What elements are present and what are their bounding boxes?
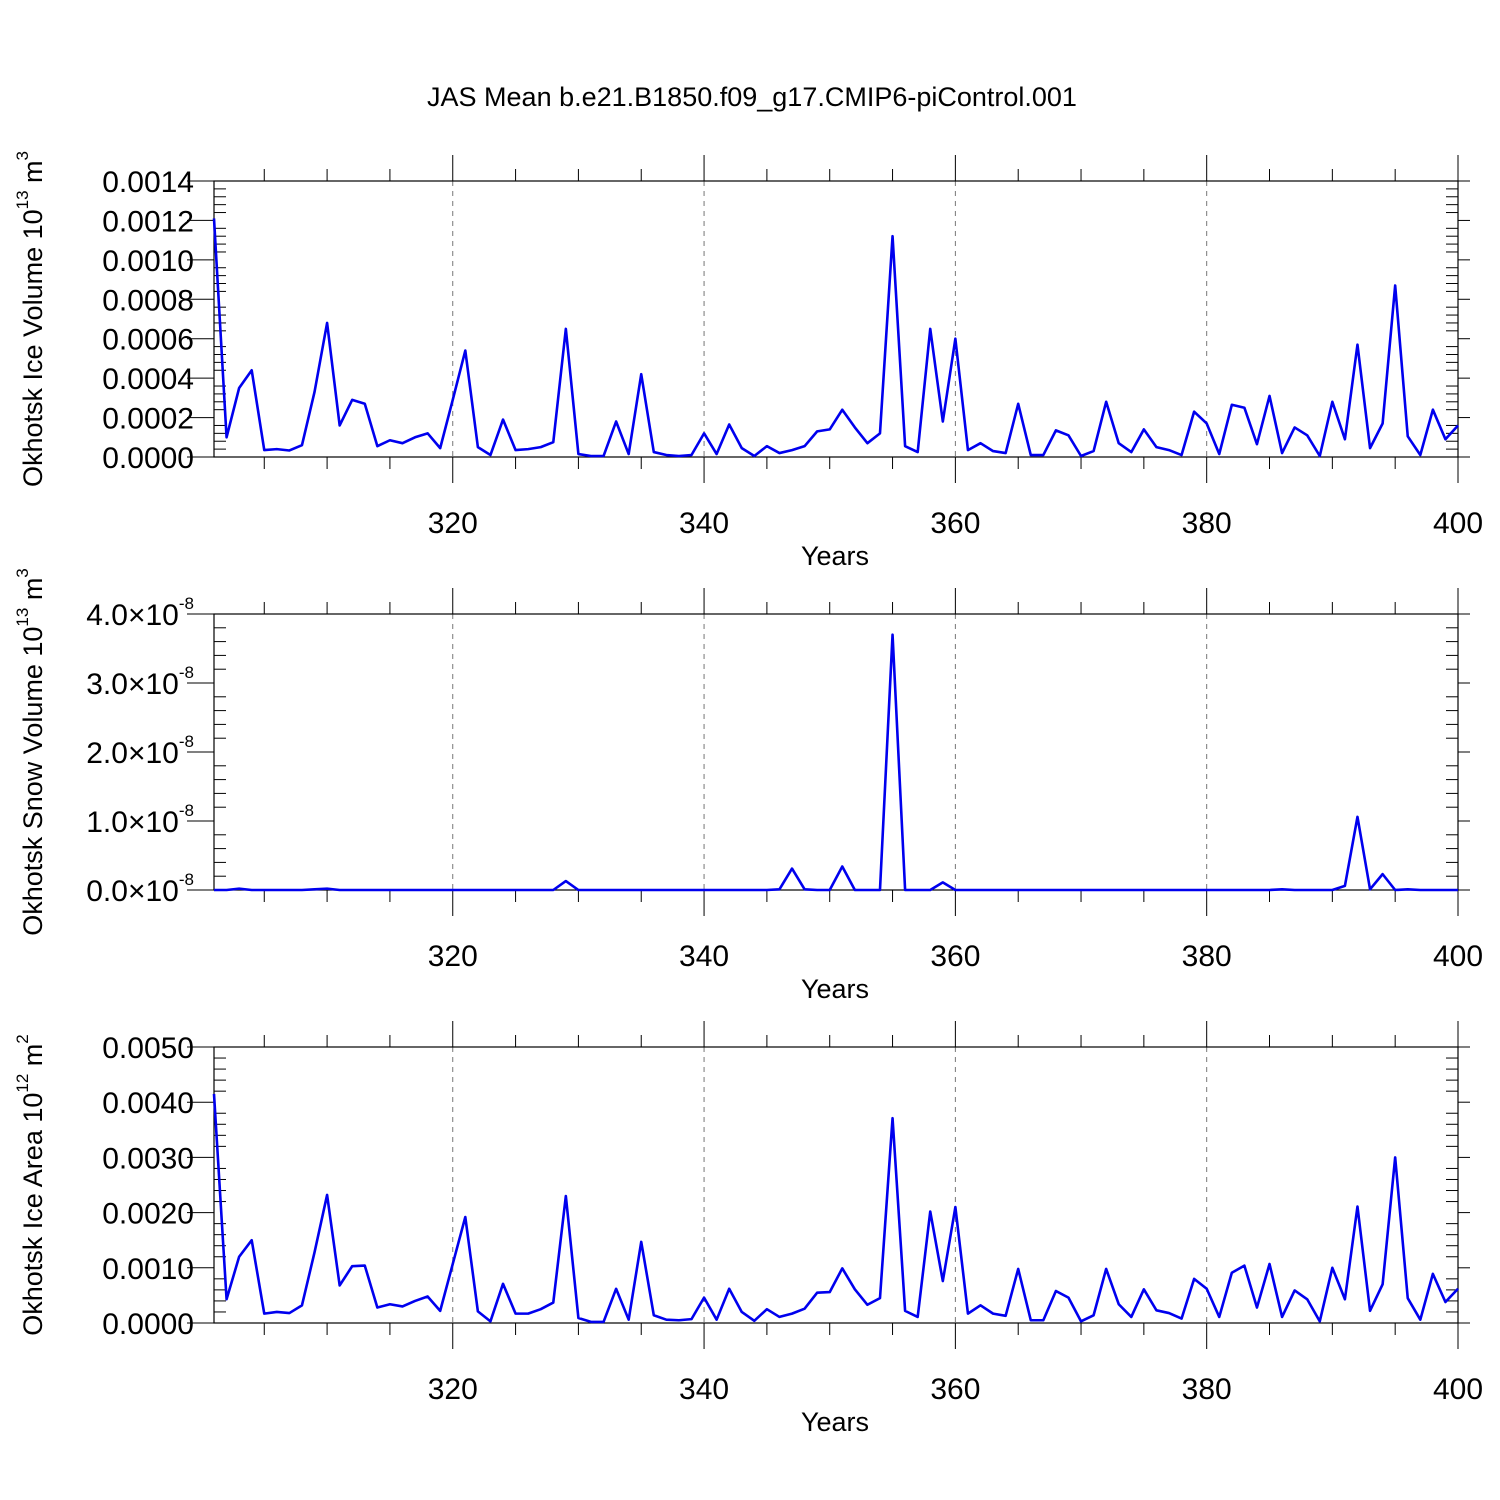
y-tick-base: 10 xyxy=(146,599,179,632)
x-tick-label: 400 xyxy=(1433,1373,1483,1406)
x-tick-label: 360 xyxy=(930,940,980,973)
y-tick-exponent: -8 xyxy=(179,870,194,889)
y-tick-exponent: -8 xyxy=(179,732,194,751)
y-tick-mantissa: 0.0 xyxy=(86,875,128,908)
panel-2: 0.0×10-81.0×10-82.0×10-83.0×10-84.0×10-8… xyxy=(13,568,1483,1004)
x-tick-label: 340 xyxy=(679,507,729,540)
x-axis-label: Years xyxy=(801,541,869,571)
y-tick-mantissa: 2.0 xyxy=(86,737,128,770)
y-tick-exponent: -8 xyxy=(179,663,194,682)
y-tick-times: × xyxy=(128,668,146,701)
plot-frame xyxy=(213,180,1459,458)
y-tick-label: 4.0×10-8 xyxy=(86,594,194,632)
x-tick-label: 360 xyxy=(930,1373,980,1406)
y-tick-times: × xyxy=(128,737,146,770)
y-tick-label: 0.0012 xyxy=(102,205,194,238)
y-tick-label: 0.0010 xyxy=(102,1253,194,1286)
y-label-exponent: 13 xyxy=(13,190,32,209)
y-label-unit-exponent: 2 xyxy=(13,1034,32,1043)
x-tick-label: 380 xyxy=(1182,940,1232,973)
y-label-unit-exponent: 3 xyxy=(13,151,32,160)
y-tick-exponent: -8 xyxy=(179,594,194,613)
plot-frame xyxy=(213,1046,1459,1324)
panel-3: 0.0000 0.0010 0.0020 0.0030 0.0040 0.0050 320 3… xyxy=(13,1021,1483,1437)
plot-frame xyxy=(213,613,1459,891)
x-axis-label: Years xyxy=(801,1407,869,1437)
x-tick-label: 320 xyxy=(428,507,478,540)
y-label-text: Okhotsk Ice Area 10 xyxy=(18,1093,48,1336)
y-tick-label: 0.0002 xyxy=(102,403,194,436)
y-axis-label: Okhotsk Ice Volume 1013 m3 xyxy=(13,151,48,487)
y-tick-mantissa: 3.0 xyxy=(86,668,128,701)
series-line xyxy=(212,1093,1459,1324)
y-tick-label: 0.0000 xyxy=(102,442,194,475)
y-tick-base: 10 xyxy=(146,668,179,701)
y-tick-base: 10 xyxy=(146,806,179,839)
y-label-unit: m xyxy=(18,160,48,190)
y-label-text: Okhotsk Snow Volume 10 xyxy=(18,627,48,936)
x-tick-label: 400 xyxy=(1433,507,1483,540)
x-tick-label: 380 xyxy=(1182,507,1232,540)
series-line xyxy=(212,218,1459,458)
x-tick-label: 320 xyxy=(428,1373,478,1406)
x-tick-label: 340 xyxy=(679,1373,729,1406)
x-tick-label: 340 xyxy=(679,940,729,973)
y-axis-label: Okhotsk Snow Volume 1013 m3 xyxy=(13,568,48,936)
x-tick-label: 400 xyxy=(1433,940,1483,973)
y-tick-label: 0.0030 xyxy=(102,1142,194,1175)
series-line xyxy=(214,633,1458,892)
x-axis-label: Years xyxy=(801,974,869,1004)
y-tick-times: × xyxy=(128,875,146,908)
y-label-unit: m xyxy=(18,578,48,608)
y-label-unit-exponent: 3 xyxy=(13,568,32,577)
y-tick-label: 0.0050 xyxy=(102,1032,194,1065)
y-label-exponent: 13 xyxy=(13,608,32,627)
y-tick-base: 10 xyxy=(146,737,179,770)
y-tick-label: 0.0008 xyxy=(102,284,194,317)
y-axis-label: Okhotsk Ice Area 1012 m2 xyxy=(13,1034,48,1336)
chart-title: JAS Mean b.e21.B1850.f09_g17.CMIP6-piCon… xyxy=(427,82,1077,112)
y-tick-mantissa: 4.0 xyxy=(86,599,128,632)
y-tick-label: 0.0020 xyxy=(102,1198,194,1231)
y-tick-label: 0.0006 xyxy=(102,324,194,357)
y-label-text: Okhotsk Ice Volume 10 xyxy=(18,209,48,487)
y-tick-label: 2.0×10-8 xyxy=(86,732,194,770)
y-tick-times: × xyxy=(128,806,146,839)
y-tick-label: 1.0×10-8 xyxy=(86,801,194,839)
x-tick-label: 360 xyxy=(930,507,980,540)
y-tick-exponent: -8 xyxy=(179,801,194,820)
panel-1: 0.0000 0.0002 0.0004 0.0006 0.0008 0.0010 0.00… xyxy=(13,151,1483,571)
y-label-exponent: 12 xyxy=(13,1074,32,1093)
x-tick-label: 380 xyxy=(1182,1373,1232,1406)
y-tick-mantissa: 1.0 xyxy=(86,806,128,839)
y-tick-label: 0.0014 xyxy=(102,166,194,199)
y-tick-label: 0.0004 xyxy=(102,363,194,396)
x-tick-label: 320 xyxy=(428,940,478,973)
y-tick-base: 10 xyxy=(146,875,179,908)
y-tick-label: 3.0×10-8 xyxy=(86,663,194,701)
y-tick-label: 0.0×10-8 xyxy=(86,870,194,908)
y-tick-label: 0.0040 xyxy=(102,1087,194,1120)
y-tick-label: 0.0000 xyxy=(102,1308,194,1341)
y-tick-times: × xyxy=(128,599,146,632)
y-tick-label: 0.0010 xyxy=(102,245,194,278)
y-label-unit: m xyxy=(18,1044,48,1074)
